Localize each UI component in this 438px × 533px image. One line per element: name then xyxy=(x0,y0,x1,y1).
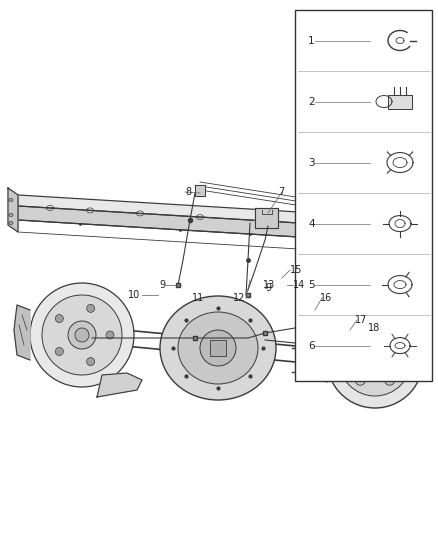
Circle shape xyxy=(68,321,96,349)
Circle shape xyxy=(385,375,395,385)
Text: 13: 13 xyxy=(263,280,275,290)
Circle shape xyxy=(30,283,134,387)
Text: 10: 10 xyxy=(128,290,140,300)
Text: 16: 16 xyxy=(320,293,332,303)
Text: 7: 7 xyxy=(278,187,284,197)
Polygon shape xyxy=(313,332,327,382)
Circle shape xyxy=(365,350,385,370)
Bar xyxy=(295,10,432,381)
Polygon shape xyxy=(195,185,205,196)
Text: 12: 12 xyxy=(233,293,245,303)
Text: 14: 14 xyxy=(293,280,305,290)
Text: 15: 15 xyxy=(290,265,302,275)
Polygon shape xyxy=(14,305,30,360)
Text: 2: 2 xyxy=(308,96,314,107)
Polygon shape xyxy=(255,208,278,228)
Polygon shape xyxy=(18,206,315,238)
Text: 6: 6 xyxy=(308,341,314,351)
Circle shape xyxy=(42,295,122,375)
Circle shape xyxy=(75,328,89,342)
Circle shape xyxy=(355,375,365,385)
Circle shape xyxy=(394,348,404,357)
Circle shape xyxy=(55,314,64,322)
Ellipse shape xyxy=(9,198,13,201)
Ellipse shape xyxy=(160,296,276,400)
Bar xyxy=(388,94,412,109)
Circle shape xyxy=(87,358,95,366)
Ellipse shape xyxy=(9,214,13,216)
Circle shape xyxy=(200,330,236,366)
Polygon shape xyxy=(8,188,18,232)
Text: 18: 18 xyxy=(368,323,380,333)
Ellipse shape xyxy=(9,222,13,224)
Circle shape xyxy=(55,348,64,356)
Ellipse shape xyxy=(178,312,258,384)
Circle shape xyxy=(346,348,356,357)
Text: 3: 3 xyxy=(308,158,314,167)
Circle shape xyxy=(370,330,380,340)
Text: 17: 17 xyxy=(355,315,367,325)
Text: 8: 8 xyxy=(185,187,191,197)
Circle shape xyxy=(339,324,411,396)
Text: 1: 1 xyxy=(308,36,314,45)
Circle shape xyxy=(87,304,95,312)
Text: 4: 4 xyxy=(308,219,314,229)
Text: 9: 9 xyxy=(159,280,165,290)
Circle shape xyxy=(327,312,423,408)
Polygon shape xyxy=(338,310,362,330)
Text: 9: 9 xyxy=(265,283,271,293)
Polygon shape xyxy=(18,195,315,224)
Text: 5: 5 xyxy=(308,280,314,289)
Circle shape xyxy=(106,331,114,339)
Polygon shape xyxy=(97,373,142,397)
Bar xyxy=(210,340,226,356)
Text: 11: 11 xyxy=(192,293,204,303)
